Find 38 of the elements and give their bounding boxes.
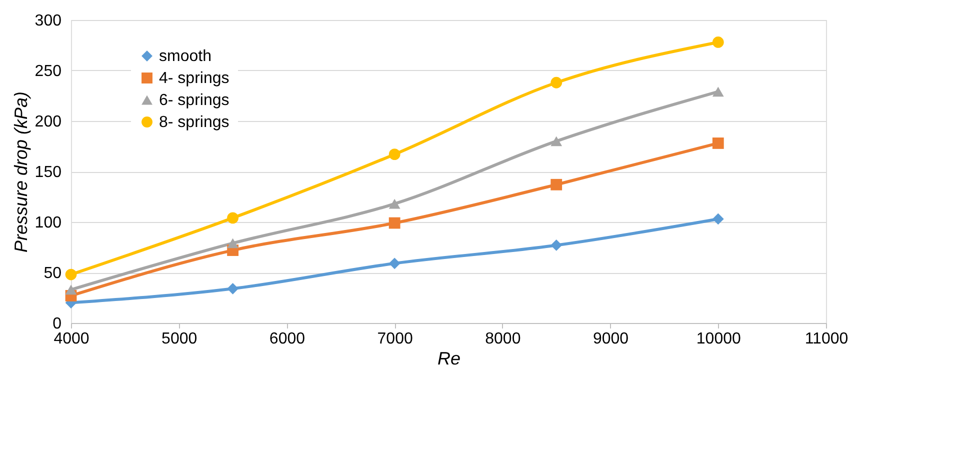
point (65, 268, 77, 280)
y-tick-label: 200 (34, 114, 62, 130)
y-tick-label: 150 (34, 164, 62, 181)
y-tick-label: 250 (34, 63, 62, 80)
legend-label: 4- springs (159, 70, 230, 87)
point (550, 136, 562, 146)
x-tick-label: 5000 (162, 330, 198, 348)
x-tick-label: 6000 (269, 330, 306, 348)
point (550, 178, 562, 190)
point (712, 213, 724, 225)
x-tick-label: 11000 (804, 330, 848, 348)
x-tick-label: 10000 (696, 330, 741, 348)
y-tick-label: 50 (44, 265, 62, 282)
point (550, 76, 562, 88)
point (712, 36, 724, 48)
legend-label: 6- springs (159, 92, 230, 109)
point (712, 138, 724, 149)
point (712, 86, 724, 97)
x-tick-label: 7000 (377, 330, 413, 348)
y-axis-title: Pressure drop (kPa) (10, 91, 31, 253)
y-tick-label: 100 (34, 214, 62, 232)
x-tick-label: 9000 (592, 330, 629, 348)
point (388, 198, 400, 209)
legend-label: 8- springs (159, 114, 230, 131)
y-tick-label: 0 (52, 316, 62, 332)
point (388, 258, 400, 270)
point (550, 240, 562, 251)
point (227, 282, 238, 294)
x-tick-label: 4000 (54, 330, 90, 348)
x-tick-label: 8000 (485, 330, 521, 348)
y-tick-label: 300 (34, 12, 62, 30)
point (65, 284, 77, 295)
point (388, 217, 400, 229)
point (227, 212, 238, 224)
x-axis-title: Re (437, 348, 461, 368)
point (388, 148, 400, 160)
point (227, 238, 238, 248)
legend-label: smooth (159, 48, 212, 65)
